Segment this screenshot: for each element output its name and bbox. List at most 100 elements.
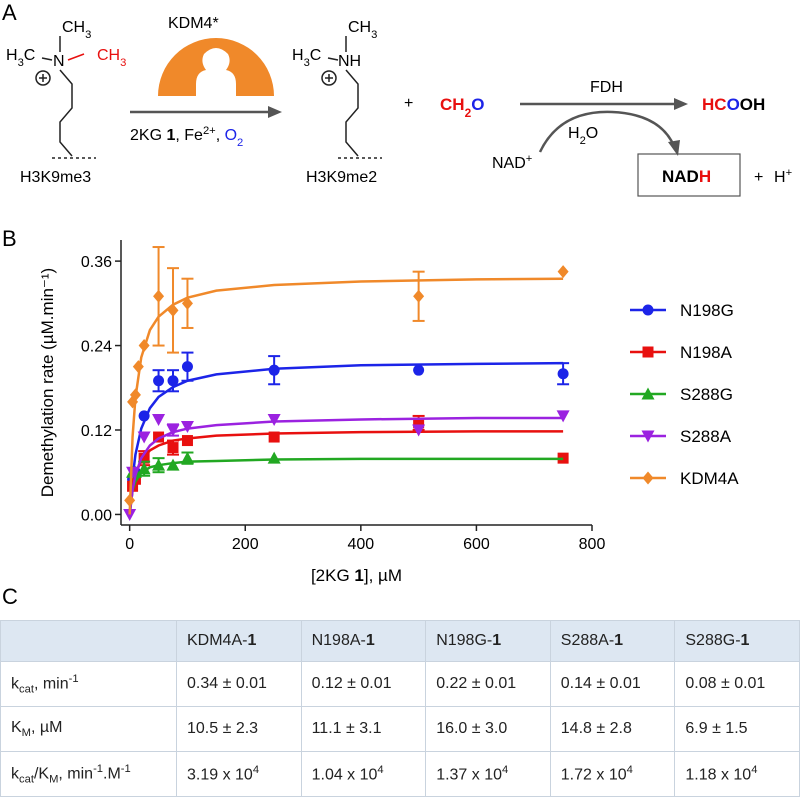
text-part: C: [24, 47, 36, 64]
row-label: KM, µM: [0, 706, 177, 752]
text-part: +: [786, 167, 793, 179]
text-part: 1.72 x 10: [560, 766, 627, 784]
text-part: 4: [252, 763, 260, 776]
plus: +: [754, 169, 763, 186]
data-point: [137, 431, 151, 444]
chem-label: N: [53, 53, 65, 70]
y-tick-label: 0.24: [81, 339, 112, 356]
text-part: CH: [440, 95, 465, 114]
text-part: 2KG: [130, 127, 166, 144]
text-part: 4: [751, 763, 758, 776]
chem-label: H3C: [6, 47, 35, 69]
text-part: -1: [93, 762, 104, 775]
text-part: 1: [166, 127, 175, 144]
text-part: K: [11, 718, 22, 736]
text-part: H: [699, 167, 711, 186]
data-point: [167, 303, 179, 317]
data-point: [181, 435, 193, 447]
row-label: kcat/KM, min-1.M-1: [0, 751, 177, 797]
data-point: [153, 289, 165, 303]
header-cell: KDM4A-1: [176, 620, 302, 662]
text-part: 1.04 x 10: [311, 766, 378, 784]
legend-label: N198A: [680, 343, 733, 362]
x-tick-label: 0: [125, 536, 134, 553]
text-part: H: [774, 169, 786, 186]
legend-label: N198G: [680, 301, 734, 320]
text-part: O: [471, 95, 484, 114]
data-point: [267, 413, 281, 426]
legend-marker: [641, 430, 655, 443]
x-tick-label: 600: [463, 536, 490, 553]
text-part: k: [11, 675, 19, 693]
header-cell: S288A-1: [549, 620, 676, 662]
data-point: [137, 462, 151, 475]
arrow-head: [268, 106, 282, 118]
legend-label: S288G: [680, 385, 733, 404]
text-part: M: [49, 773, 59, 786]
data-point: [167, 375, 179, 387]
water: H2O: [568, 125, 598, 147]
table-cell: 0.08 ± 0.01: [674, 661, 800, 707]
text-part: 3: [304, 57, 310, 69]
data-point: [132, 360, 144, 374]
data-point: [166, 458, 180, 471]
text-part: ], µM: [364, 566, 402, 585]
data-point: [167, 442, 179, 454]
table-row: kcat, min-1 0.34 ± 0.01 0.12 ± 0.01 0.22 ± …: [0, 661, 800, 707]
text-part: H: [292, 47, 304, 64]
formaldehyde: CH2O: [440, 95, 484, 120]
text-part: 3.19 x 10: [187, 766, 253, 784]
table-cell: 0.12 ± 0.01: [300, 661, 427, 707]
panel-label: C: [2, 584, 18, 609]
data-point: [138, 452, 150, 464]
table-cell: 10.5 ± 2.3: [176, 706, 302, 752]
text-part: S288A-: [560, 632, 615, 649]
data-point: [180, 451, 194, 464]
text-part: 3: [120, 57, 126, 69]
data-point: [181, 361, 193, 373]
data-point: [123, 508, 137, 521]
text-part: .M: [103, 765, 121, 783]
panel-label: B: [2, 226, 17, 251]
table-cell: 3.19 x 104: [176, 751, 302, 797]
data-point: [181, 296, 193, 310]
text-part: 2: [465, 106, 472, 120]
header-cell: S288G-1: [674, 620, 800, 662]
data-point: [268, 431, 280, 443]
text-part: +: [526, 153, 533, 165]
data-point: [153, 431, 165, 443]
data-point: [413, 417, 425, 429]
table-row: KM, µM 10.5 ± 2.3 11.1 ± 3.1 16.0 ± 3.0 14.8…: [0, 706, 800, 752]
data-point: [153, 375, 165, 387]
arrow-head: [668, 140, 680, 156]
bonds: [35, 36, 96, 159]
text-part: 1: [354, 566, 363, 585]
table-cell: 11.1 ± 3.1: [300, 706, 427, 752]
text-part: , µM: [31, 718, 63, 736]
header-cell: N198G-1: [425, 620, 551, 662]
text-part: , min: [58, 765, 94, 783]
text-part: S288G-: [685, 632, 741, 649]
bonds: [321, 36, 382, 159]
header-cell: N198A-1: [300, 620, 427, 662]
fit-curve: [128, 457, 564, 515]
text-part: KDM4A-: [187, 632, 248, 649]
legend-marker: [642, 346, 654, 358]
text-part: cat: [19, 683, 34, 696]
text-part: 1: [365, 632, 375, 649]
compound-name: H3K9me2: [306, 169, 377, 186]
text-part: CH: [348, 19, 371, 36]
panel-label: A: [2, 0, 17, 25]
text-part: , min: [33, 675, 69, 693]
table-cell: 1.72 x 104: [549, 751, 676, 797]
text-part: 3: [371, 29, 377, 41]
data-point: [180, 420, 194, 433]
table-cell: 1.37 x 104: [425, 751, 551, 797]
data-point: [124, 493, 136, 507]
text-part: 1.37 x 10: [436, 766, 503, 784]
legend-marker: [642, 471, 654, 485]
data-point: [557, 368, 569, 380]
text-part: 2: [580, 135, 586, 147]
conditions: 2KG 1, Fe2+, O2: [130, 125, 243, 149]
enzyme-icon: [196, 48, 236, 96]
